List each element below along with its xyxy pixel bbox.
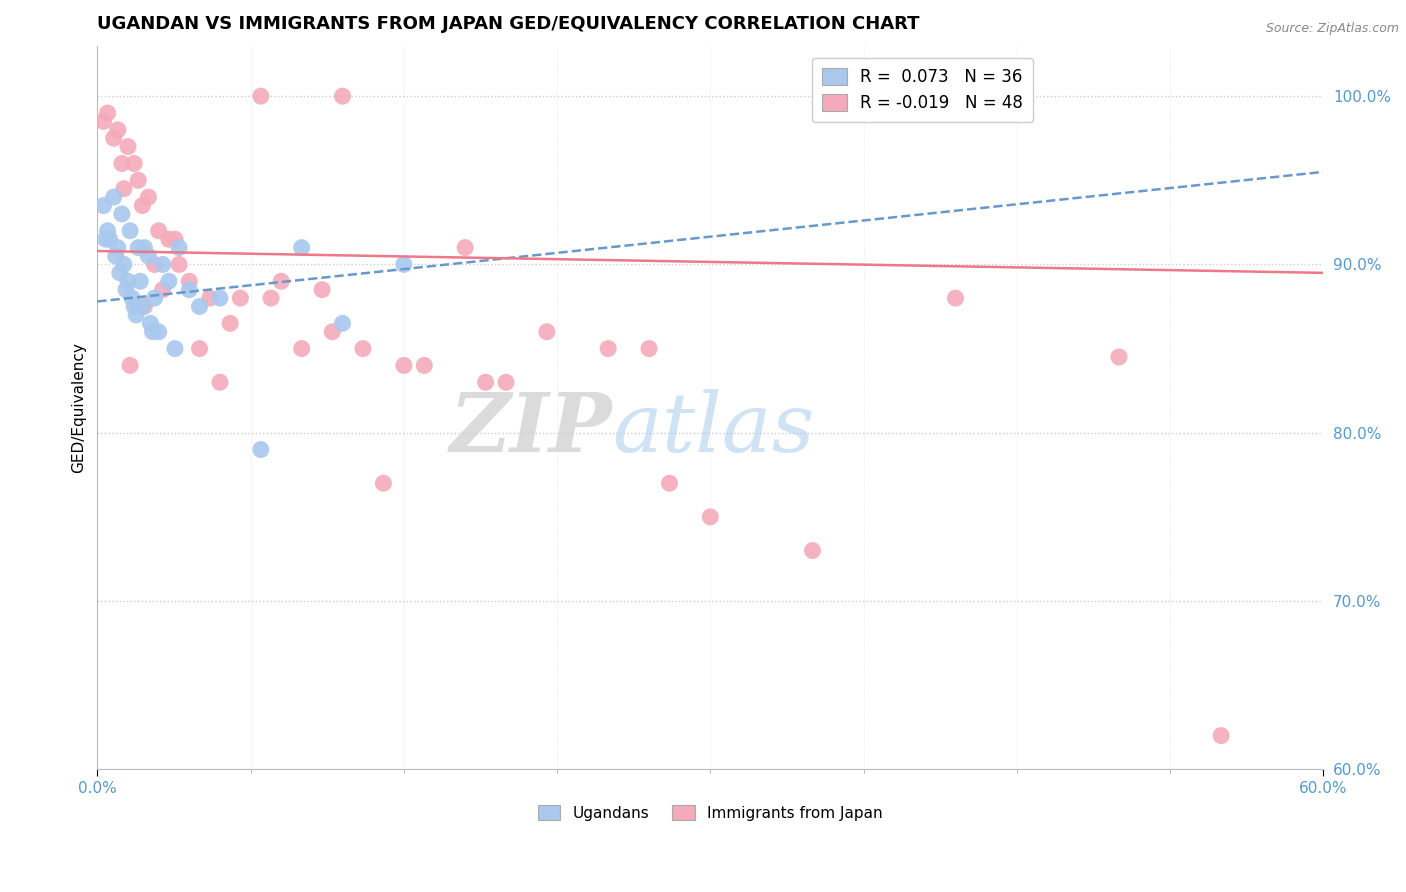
Text: atlas: atlas: [612, 389, 814, 469]
Point: [373, 476, 395, 491]
Text: UGANDAN VS IMMIGRANTS FROM JAPAN GED/EQUIVALENCY CORRELATION CHART: UGANDAN VS IMMIGRANTS FROM JAPAN GED/EQU…: [97, 15, 920, 33]
Point: [148, 325, 170, 339]
Point: [179, 283, 201, 297]
Point: [208, 291, 231, 305]
Point: [97, 224, 120, 238]
Point: [179, 274, 201, 288]
Point: [152, 283, 174, 297]
Point: [413, 359, 436, 373]
Point: [157, 274, 180, 288]
Point: [167, 257, 190, 271]
Point: [163, 342, 186, 356]
Point: [117, 274, 139, 288]
Point: [121, 291, 143, 305]
Point: [157, 232, 180, 246]
Point: [108, 266, 131, 280]
Point: [141, 325, 163, 339]
Point: [111, 207, 134, 221]
Legend: Ugandans, Immigrants from Japan: Ugandans, Immigrants from Japan: [531, 798, 889, 827]
Point: [208, 376, 231, 390]
Point: [104, 249, 127, 263]
Point: [148, 224, 170, 238]
Point: [143, 257, 166, 271]
Point: [115, 283, 138, 297]
Point: [127, 241, 149, 255]
Point: [139, 316, 162, 330]
Point: [134, 300, 156, 314]
Point: [163, 232, 186, 246]
Point: [97, 106, 120, 120]
Point: [392, 359, 415, 373]
Point: [188, 342, 211, 356]
Point: [598, 342, 620, 356]
Point: [454, 241, 477, 255]
Point: [93, 114, 115, 128]
Text: ZIP: ZIP: [450, 389, 612, 469]
Point: [392, 257, 415, 271]
Point: [134, 241, 156, 255]
Point: [198, 291, 221, 305]
Point: [291, 342, 314, 356]
Point: [945, 291, 967, 305]
Point: [801, 543, 824, 558]
Point: [125, 308, 148, 322]
Point: [291, 241, 314, 255]
Point: [138, 249, 160, 263]
Point: [103, 190, 125, 204]
Point: [103, 131, 125, 145]
Point: [122, 156, 145, 170]
Point: [143, 291, 166, 305]
Text: Source: ZipAtlas.com: Source: ZipAtlas.com: [1265, 22, 1399, 36]
Point: [118, 359, 141, 373]
Point: [270, 274, 292, 288]
Point: [127, 173, 149, 187]
Point: [311, 283, 333, 297]
Point: [321, 325, 343, 339]
Point: [188, 300, 211, 314]
Point: [93, 198, 115, 212]
Point: [352, 342, 374, 356]
Point: [249, 442, 271, 457]
Point: [474, 376, 496, 390]
Point: [167, 241, 190, 255]
Point: [536, 325, 558, 339]
Point: [1108, 350, 1130, 364]
Point: [1211, 729, 1233, 743]
Point: [332, 89, 354, 103]
Point: [260, 291, 283, 305]
Y-axis label: GED/Equivalency: GED/Equivalency: [72, 342, 86, 473]
Point: [112, 257, 135, 271]
Point: [249, 89, 271, 103]
Point: [219, 316, 242, 330]
Point: [94, 232, 117, 246]
Point: [638, 342, 661, 356]
Point: [117, 139, 139, 153]
Point: [98, 232, 121, 246]
Point: [111, 156, 134, 170]
Point: [699, 509, 721, 524]
Point: [131, 300, 153, 314]
Point: [107, 123, 129, 137]
Point: [112, 182, 135, 196]
Point: [138, 190, 160, 204]
Point: [122, 300, 145, 314]
Point: [152, 257, 174, 271]
Point: [229, 291, 252, 305]
Point: [129, 274, 152, 288]
Point: [131, 198, 153, 212]
Point: [118, 224, 141, 238]
Point: [107, 241, 129, 255]
Point: [658, 476, 681, 491]
Point: [495, 376, 517, 390]
Point: [332, 316, 354, 330]
